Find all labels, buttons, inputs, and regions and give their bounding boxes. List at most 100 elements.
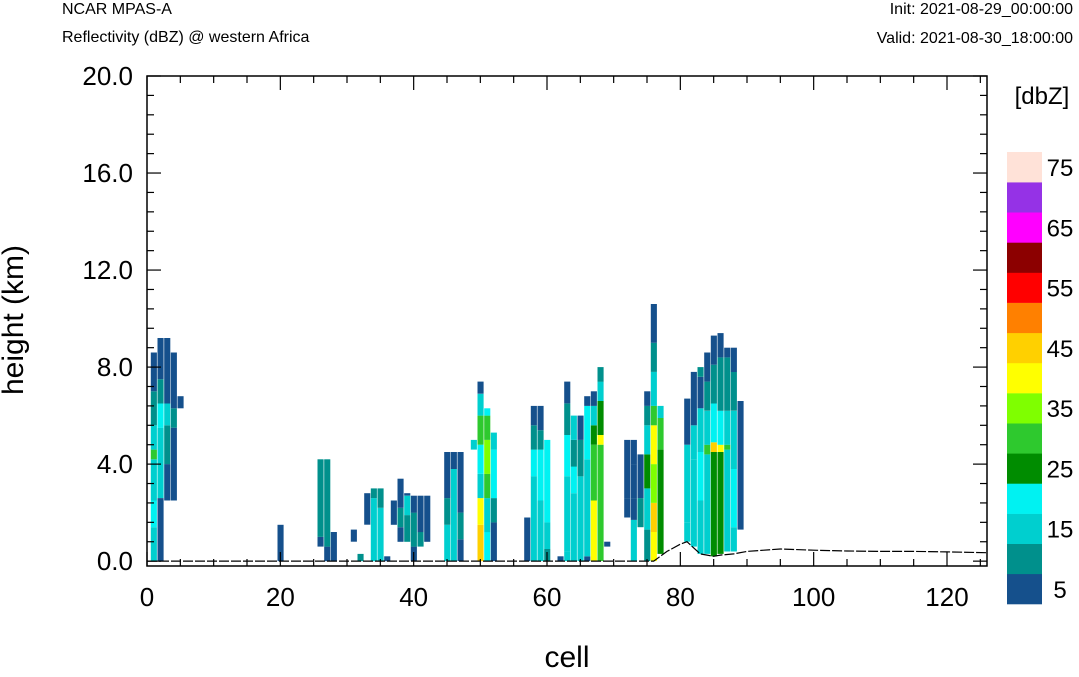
heatmap-cell <box>330 532 337 562</box>
heatmap-cell <box>477 498 484 525</box>
heatmap-cell <box>457 512 464 540</box>
colorbar-swatch <box>1007 332 1042 364</box>
x-tick-label: 0 <box>140 582 154 612</box>
heatmap-cell <box>704 352 711 382</box>
heatmap-cell <box>710 403 717 443</box>
heatmap-cell <box>644 391 651 406</box>
heatmap-cell <box>417 532 424 547</box>
heatmap-cell <box>597 444 604 469</box>
heatmap-cell <box>164 464 171 501</box>
heatmap-cell <box>650 304 657 343</box>
colorbar-swatch <box>1007 272 1042 303</box>
heatmap-cell <box>684 398 691 445</box>
heatmap-cell <box>724 357 731 411</box>
heatmap-cell <box>630 519 637 562</box>
heatmap-cell <box>650 502 657 532</box>
heatmap-cell <box>384 556 391 562</box>
heatmap-cell <box>404 493 411 496</box>
heatmap-cell <box>624 469 631 499</box>
colorbar-label: 65 <box>1047 215 1074 242</box>
heatmap-cell <box>490 432 497 450</box>
heatmap-cell <box>150 527 157 562</box>
y-axis-label: height (km) <box>0 245 30 395</box>
heatmap-cell <box>584 459 591 557</box>
heatmap-cell <box>404 495 411 516</box>
heatmap-cell <box>624 439 631 469</box>
heatmap-cell <box>424 495 431 542</box>
heatmap-cell <box>644 425 651 455</box>
heatmap-cell <box>737 401 744 530</box>
heatmap-cell <box>450 469 457 562</box>
heatmap-cell <box>370 498 377 562</box>
heatmap-cell <box>590 405 597 426</box>
heatmap-cell <box>730 469 737 528</box>
heatmap-cell <box>564 551 571 562</box>
heatmap-cell <box>597 367 604 382</box>
heatmap-cell <box>584 556 591 562</box>
heatmap-cell <box>570 439 577 467</box>
heatmap-cell <box>410 495 417 513</box>
heatmap-cell <box>684 444 691 523</box>
heatmap-cell <box>637 454 644 499</box>
heatmap-cell <box>697 376 704 409</box>
init-time-label: Init: 2021-08-29_00:00:00 <box>889 1 1073 18</box>
heatmap-cell <box>650 342 657 372</box>
heatmap-cell <box>590 444 597 469</box>
heatmap-cell <box>477 444 484 474</box>
heatmap-cell <box>150 500 157 528</box>
heatmap-cell <box>730 527 737 552</box>
heatmap-cell <box>710 452 717 557</box>
heatmap-cell <box>704 454 711 554</box>
heatmap-cell <box>690 371 697 426</box>
x-tick-label: 20 <box>266 582 295 612</box>
colorbar-swatch <box>1007 573 1042 605</box>
heatmap-cell <box>590 500 597 562</box>
heatmap-cell <box>530 405 537 426</box>
heatmap-cell <box>537 449 544 501</box>
heatmap-cell <box>624 498 631 518</box>
heatmap-cell <box>457 452 464 513</box>
heatmap-cell <box>157 379 164 404</box>
colorbar-swatch <box>1007 212 1042 243</box>
plot-title: NCAR MPAS-A <box>62 1 172 18</box>
heatmap-cell <box>484 415 491 440</box>
heatmap-cell <box>170 427 177 501</box>
heatmap-cell <box>590 425 597 445</box>
heatmap-cell <box>730 371 737 411</box>
heatmap-cell <box>704 444 711 455</box>
heatmap-cell <box>324 546 331 562</box>
colorbar-label: 75 <box>1047 155 1074 182</box>
x-tick-label: 40 <box>399 582 428 612</box>
x-tick-label: 120 <box>925 582 968 612</box>
heatmap-cell <box>444 524 451 562</box>
heatmap-cell <box>530 449 537 477</box>
colorbar-swatch <box>1007 152 1042 183</box>
heatmap-cell <box>530 476 537 562</box>
colorbar-swatch <box>1007 513 1042 544</box>
heatmap-cell <box>564 403 571 435</box>
heatmap-cell <box>157 498 164 562</box>
heatmap-cell <box>484 408 491 416</box>
colorbar-label: 55 <box>1047 276 1074 303</box>
heatmap-cell <box>557 556 564 562</box>
heatmap-cell <box>717 357 724 411</box>
heatmap-cell <box>564 476 571 552</box>
heatmap-cell <box>397 478 404 508</box>
heatmap-cell <box>324 459 331 547</box>
heatmap-cell <box>584 405 591 460</box>
heatmap-cell <box>170 408 177 428</box>
valid-time-label: Valid: 2021-08-30_18:00:00 <box>876 30 1073 47</box>
plot-subtitle: Reflectivity (dBZ) @ western Africa <box>62 29 310 46</box>
heatmap-cell <box>730 410 737 469</box>
heatmap-cell <box>544 522 551 549</box>
heatmap-cell <box>724 449 731 552</box>
colorbar-swatch <box>1007 362 1042 394</box>
heatmap-cell <box>704 410 711 445</box>
heatmap-cell <box>584 396 591 406</box>
heatmap-cell <box>657 517 664 554</box>
heatmap-cell <box>364 493 371 525</box>
heatmap-cell <box>164 338 171 404</box>
heatmap-cell <box>650 425 657 465</box>
heatmap-cell <box>484 473 491 499</box>
